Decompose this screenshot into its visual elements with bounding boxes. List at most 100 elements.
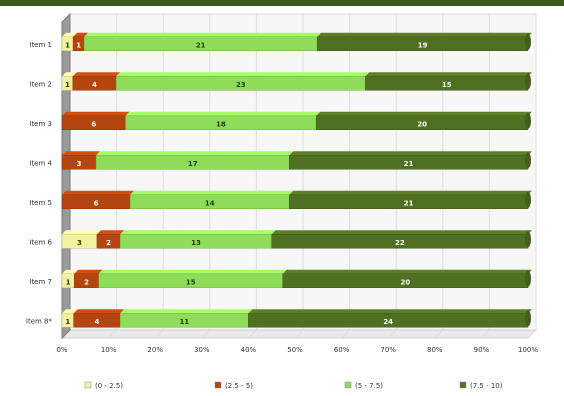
bar-row: 3 17 21 (61, 151, 532, 170)
bar-segment-top (130, 190, 294, 195)
legend-label: (0 - 2.5) (95, 382, 123, 390)
bar-segment-top (248, 309, 532, 314)
x-tick-label: 0% (56, 346, 67, 354)
legend-label: (5 - 7.5) (355, 382, 383, 390)
data-label: 4 (95, 318, 100, 326)
category-label: Item 1 (29, 41, 52, 49)
bar-end-cap (525, 33, 531, 50)
left-wall-panel (61, 12, 71, 340)
gridline-floor (294, 329, 304, 339)
x-tick-label: 60% (334, 346, 350, 354)
bar-end-cap (525, 231, 531, 248)
data-label: 1 (66, 278, 71, 286)
bar-segment-top (120, 230, 276, 235)
bar-segment-top (72, 72, 121, 77)
legend-item: (7.5 - 10) (459, 381, 503, 390)
top-border-bar (0, 0, 564, 6)
bar-segment-top (84, 32, 322, 37)
gridline-floor (108, 329, 117, 339)
bar-segment-top (282, 269, 532, 274)
bar-row: 1 1 21 19 (61, 32, 532, 51)
gridline-floor (154, 329, 164, 339)
bar-segment-top (316, 111, 532, 116)
bar-segment-top (62, 111, 130, 116)
legend-label: (7.5 - 10) (470, 382, 503, 390)
x-tick-label: 100% (518, 346, 538, 354)
gridline-floor (527, 329, 537, 339)
bar-segment-top (74, 269, 103, 274)
data-label: 15 (442, 81, 452, 89)
data-label: 1 (65, 318, 70, 326)
bar-row: 1 4 11 24 (61, 309, 532, 328)
gridline-floor (248, 329, 257, 339)
data-label: 2 (84, 278, 89, 286)
category-label: Item 8* (26, 317, 53, 325)
legend-swatch (214, 381, 222, 389)
data-label: 21 (404, 160, 414, 168)
legend-swatch (84, 381, 92, 389)
data-label: 3 (77, 239, 82, 247)
bar-end-cap (525, 310, 531, 327)
data-label: 14 (205, 199, 215, 207)
legend-swatch (459, 381, 467, 389)
bar-segment-top (317, 32, 532, 37)
gridline-floor (387, 329, 397, 339)
bar-segment-top (62, 32, 78, 37)
bar-segment-top (73, 309, 125, 314)
bar-segment-top (365, 72, 532, 77)
x-tick-label: 70% (380, 346, 396, 354)
bar-row: 1 2 15 20 (61, 269, 532, 288)
bar-end-cap (525, 270, 531, 287)
data-label: 24 (383, 318, 393, 326)
category-label: Item 5 (29, 199, 52, 207)
x-tick-label: 50% (287, 346, 303, 354)
x-tick-label: 10% (101, 346, 117, 354)
data-label: 3 (77, 160, 82, 168)
category-label: Item 6 (29, 238, 52, 246)
chart-back-wall (60, 13, 538, 339)
bar-segment-top (289, 151, 532, 156)
data-label: 21 (196, 41, 206, 49)
bar-segment-top (125, 111, 321, 116)
legend-item: (2.5 - 5) (214, 381, 253, 390)
bar-segment-top (289, 190, 532, 195)
bar-segment-top (98, 269, 287, 274)
data-label: 1 (65, 41, 70, 49)
data-label: 21 (404, 199, 414, 207)
bar-end-cap (525, 152, 531, 169)
bar-end-cap (525, 191, 531, 208)
data-label: 20 (417, 120, 427, 128)
bar-segment-top (96, 230, 125, 235)
bar-row: 1 4 23 15 (61, 72, 532, 91)
chart-left-wall (61, 12, 71, 340)
x-tick-label: 30% (194, 346, 210, 354)
legend-label: (2.5 - 5) (225, 382, 253, 390)
category-label: Item 4 (29, 159, 52, 167)
legend-item: (5 - 7.5) (344, 381, 383, 390)
data-label: 19 (418, 41, 428, 49)
x-tick-label: 20% (147, 346, 163, 354)
gridline-floor (434, 329, 444, 339)
bar-segment-top (73, 32, 89, 37)
legend: (0 - 2.5) (2.5 - 5) (5 - 7.5) (7.5 - 10) (84, 381, 503, 390)
data-label: 1 (76, 41, 81, 49)
gridline-floor (341, 329, 350, 339)
x-axis-ticks: 0% 10% 20% 30% 40% 50% 60% 70% 80% 90% 100% (56, 346, 538, 354)
bar-row: 6 18 20 (61, 111, 532, 130)
category-labels: Item 1 Item 2 Item 3 Item 4 Item 5 Item 6 Item… (26, 41, 53, 326)
bar-segment-top (271, 230, 532, 235)
x-tick-label: 90% (474, 346, 490, 354)
bar-segment-top (120, 309, 253, 314)
bar-segment-top (62, 309, 78, 314)
bar-end-cap (525, 73, 531, 90)
bar-end-cap (525, 112, 531, 129)
category-label: Item 3 (29, 120, 52, 128)
x-tick-label: 80% (427, 346, 443, 354)
bar-segment-top (62, 269, 79, 274)
bar-segment-top (62, 230, 101, 235)
gridline-floor (481, 329, 490, 339)
data-label: 6 (91, 120, 96, 128)
bar-row: 6 14 21 (61, 190, 532, 209)
